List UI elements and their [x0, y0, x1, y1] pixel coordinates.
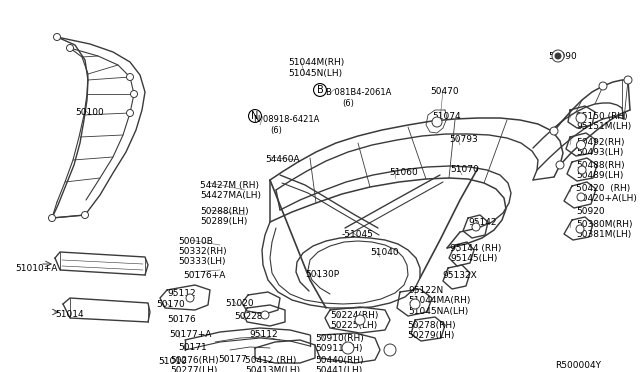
Text: 54460A: 54460A — [265, 155, 300, 164]
Text: N 08918-6421A: N 08918-6421A — [254, 115, 319, 124]
Text: 95112: 95112 — [249, 330, 278, 339]
Text: 95151M(LH): 95151M(LH) — [576, 122, 631, 131]
Text: N: N — [252, 111, 259, 121]
Text: 51044MA(RH): 51044MA(RH) — [408, 296, 470, 305]
Circle shape — [472, 223, 480, 231]
Circle shape — [384, 344, 396, 356]
Circle shape — [577, 141, 586, 150]
Text: 50492(RH): 50492(RH) — [576, 138, 625, 147]
Circle shape — [342, 342, 354, 354]
Text: 50920: 50920 — [576, 207, 605, 216]
Text: 50420  (RH): 50420 (RH) — [576, 184, 630, 193]
Text: 51040: 51040 — [370, 248, 399, 257]
Text: 51045NA(LH): 51045NA(LH) — [408, 307, 468, 316]
Text: 54427M (RH): 54427M (RH) — [200, 181, 259, 190]
Circle shape — [127, 109, 134, 116]
Circle shape — [599, 82, 607, 90]
Circle shape — [127, 74, 134, 80]
Text: 51090: 51090 — [548, 52, 577, 61]
Text: 51020: 51020 — [225, 299, 253, 308]
Text: 51044M(RH): 51044M(RH) — [288, 58, 344, 67]
Text: 51074: 51074 — [432, 112, 461, 121]
Text: 50420+A(LH): 50420+A(LH) — [576, 194, 637, 203]
Text: R500004Y: R500004Y — [555, 361, 601, 370]
Text: 50288(RH): 50288(RH) — [200, 207, 248, 216]
Text: 50130P: 50130P — [305, 270, 339, 279]
Text: 50225(LH): 50225(LH) — [330, 321, 377, 330]
Circle shape — [624, 76, 632, 84]
Text: 50911(LH): 50911(LH) — [315, 344, 362, 353]
Circle shape — [552, 50, 564, 62]
Text: 50224(RH): 50224(RH) — [330, 311, 378, 320]
Circle shape — [49, 215, 56, 221]
Circle shape — [131, 90, 138, 97]
Text: 50470: 50470 — [430, 87, 459, 96]
Text: 50488(RH): 50488(RH) — [576, 161, 625, 170]
Text: 51014: 51014 — [55, 310, 84, 319]
Text: (6): (6) — [270, 126, 282, 135]
Circle shape — [81, 212, 88, 218]
Text: 50100: 50100 — [75, 108, 104, 117]
Text: 50277(LH): 50277(LH) — [170, 366, 218, 372]
Circle shape — [67, 45, 74, 51]
Text: 50228: 50228 — [234, 312, 262, 321]
Text: 50171: 50171 — [178, 343, 207, 352]
Circle shape — [261, 311, 269, 319]
Text: 50380M(RH): 50380M(RH) — [576, 220, 632, 229]
Text: 95142: 95142 — [468, 218, 497, 227]
Text: 50489(LH): 50489(LH) — [576, 171, 623, 180]
Text: 50279(LH): 50279(LH) — [407, 331, 454, 340]
Text: 50332(RH): 50332(RH) — [178, 247, 227, 256]
Text: 50176: 50176 — [167, 315, 196, 324]
Text: 50333(LH): 50333(LH) — [178, 257, 225, 266]
Text: 95112: 95112 — [167, 289, 196, 298]
Text: 50177: 50177 — [218, 355, 247, 364]
Text: 50440(RH): 50440(RH) — [315, 356, 364, 365]
Text: 50170: 50170 — [156, 300, 185, 309]
Text: 50793: 50793 — [449, 135, 477, 144]
Circle shape — [186, 294, 194, 302]
Text: 95122N: 95122N — [408, 286, 444, 295]
Circle shape — [410, 299, 420, 309]
Text: 50493(LH): 50493(LH) — [576, 148, 623, 157]
Circle shape — [576, 225, 584, 233]
Text: 51010+A: 51010+A — [15, 264, 58, 273]
Text: 50276(RH): 50276(RH) — [170, 356, 219, 365]
Text: 50413M(LH): 50413M(LH) — [245, 366, 300, 372]
Text: (6): (6) — [342, 99, 354, 108]
Circle shape — [577, 193, 585, 201]
Text: B 081B4-2061A: B 081B4-2061A — [326, 88, 392, 97]
Text: 51060: 51060 — [389, 168, 418, 177]
Text: 50412 (RH): 50412 (RH) — [245, 356, 296, 365]
Circle shape — [54, 33, 61, 41]
Text: 50176+A: 50176+A — [183, 271, 225, 280]
Circle shape — [576, 113, 586, 123]
Text: 50289(LH): 50289(LH) — [200, 217, 248, 226]
Text: 50910(RH): 50910(RH) — [315, 334, 364, 343]
Text: 50278(RH): 50278(RH) — [407, 321, 456, 330]
Text: 50177+A: 50177+A — [169, 330, 211, 339]
Text: 54427MA(LH): 54427MA(LH) — [200, 191, 261, 200]
Circle shape — [432, 117, 442, 127]
Circle shape — [556, 161, 564, 169]
Text: B: B — [317, 85, 323, 95]
Circle shape — [550, 127, 558, 135]
Text: 50441(LH): 50441(LH) — [315, 366, 362, 372]
Text: 51010: 51010 — [158, 357, 187, 366]
Circle shape — [355, 315, 365, 325]
Text: 95144 (RH): 95144 (RH) — [450, 244, 501, 253]
Circle shape — [555, 53, 561, 59]
Text: 95150 (RH): 95150 (RH) — [576, 112, 628, 121]
Text: -51045: -51045 — [342, 230, 374, 239]
Text: 95132X: 95132X — [442, 271, 477, 280]
Text: 95145(LH): 95145(LH) — [450, 254, 497, 263]
Text: 50010B: 50010B — [178, 237, 213, 246]
Circle shape — [578, 166, 586, 174]
Text: 51070: 51070 — [450, 165, 479, 174]
Text: 50381M(LH): 50381M(LH) — [576, 230, 631, 239]
Text: 51045N(LH): 51045N(LH) — [288, 69, 342, 78]
